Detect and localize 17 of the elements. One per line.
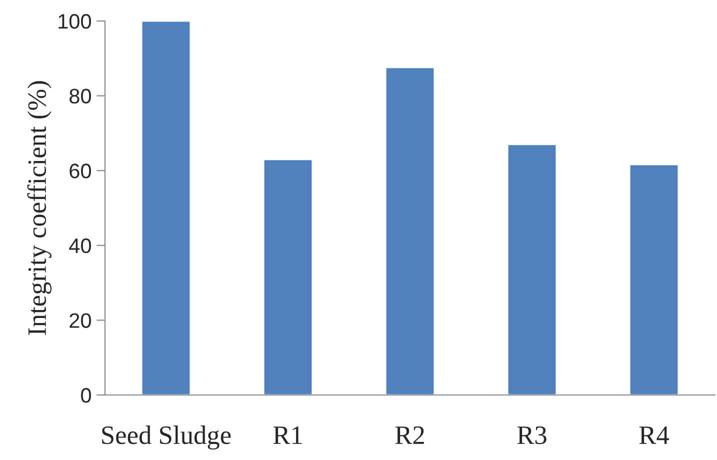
y-tick-label: 80 <box>70 88 91 104</box>
y-tick-label: 60 <box>70 164 91 178</box>
x-tick-label: R3 <box>517 426 546 444</box>
bar <box>384 66 436 395</box>
x-tick-label: R2 <box>395 426 424 444</box>
y-tick-label: 40 <box>69 238 91 254</box>
bar <box>628 164 680 395</box>
y-tick-label: 100 <box>58 14 91 29</box>
bar <box>506 144 558 395</box>
y-axis-title: Integrity coefficient (%) <box>27 81 52 336</box>
bar <box>262 158 314 395</box>
y-tick-label: 20 <box>70 313 91 328</box>
bar <box>140 21 192 395</box>
y-tick-label: 0 <box>81 388 91 403</box>
x-tick-label: R4 <box>639 426 669 444</box>
x-tick-label: R1 <box>273 426 302 444</box>
x-tick-label: Seed Sludge <box>102 426 231 450</box>
